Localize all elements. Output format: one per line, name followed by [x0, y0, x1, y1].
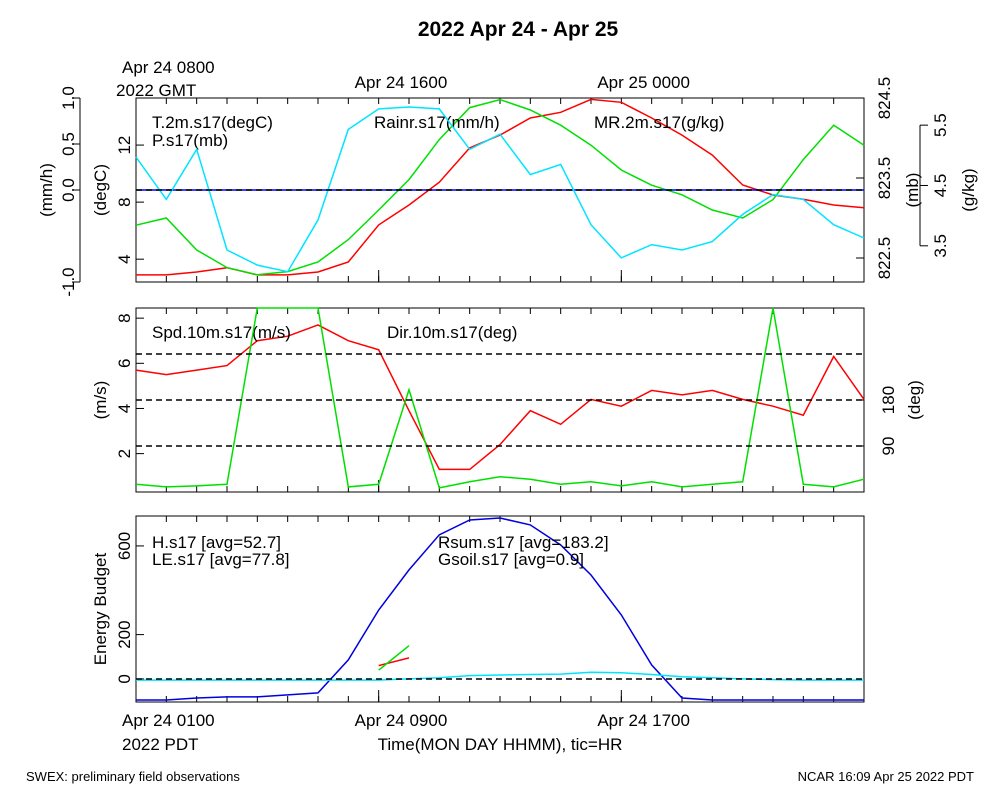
legend-entry: Rsum.s17 [avg=183.2] — [438, 533, 609, 552]
legend-entry: Dir.10m.s17(deg) — [387, 323, 517, 342]
y-tick-label: 200 — [115, 620, 134, 648]
y-tick-label: 8 — [115, 313, 134, 322]
y-tick-label: 180 — [879, 386, 898, 414]
y-tick-label: 600 — [115, 532, 134, 560]
x-tick-label: Apr 24 0100 — [122, 711, 215, 730]
series-line — [136, 671, 864, 681]
series-line — [378, 645, 410, 671]
chart-title: 2022 Apr 24 - Apr 25 — [418, 18, 619, 41]
y-axis-label: (mb) — [903, 173, 922, 208]
y-tick-label: -1.0 — [59, 267, 78, 296]
y-tick-label: 6 — [115, 359, 134, 368]
x-tick-label: Apr 24 1700 — [597, 711, 690, 730]
legend-entry: LE.s17 [avg=77.8] — [152, 550, 290, 569]
legend-entry: T.2m.s17(degC) — [152, 113, 273, 132]
y-axis-label: Energy Budget — [91, 552, 110, 665]
top-x-tick-label: Apr 25 0000 — [597, 73, 690, 92]
series-line — [136, 517, 864, 701]
panel: -1.0 0.0 0.5 1.0 (mm/h) 4 8 12 (degC) 822.5 823.5 8… — [37, 77, 978, 297]
y-tick-label: 1.0 — [59, 86, 78, 110]
top-x-sublabel-line1: Apr 24 0800 — [122, 58, 215, 77]
y-tick-label: 4.5 — [931, 174, 950, 198]
y-tick-label: 5.5 — [931, 113, 950, 137]
y-tick-label: 823.5 — [875, 157, 894, 200]
legend-entry: P.s17(mb) — [152, 131, 228, 150]
top-x-tick-label: Apr 24 1600 — [355, 73, 448, 92]
top-x-sublabel: 2022 GMT — [116, 81, 196, 100]
x-tick-label: Apr 24 0900 — [355, 711, 448, 730]
y-tick-label: 0 — [115, 674, 134, 683]
bottom-x-sublabel: 2022 PDT — [122, 735, 199, 754]
series-line — [135, 307, 865, 489]
y-axis-label: (degC) — [91, 164, 110, 216]
y-tick-label: 90 — [879, 437, 898, 456]
y-tick-label: 4 — [115, 404, 134, 413]
y-tick-label: 2 — [115, 449, 134, 458]
y-axis-label: (deg) — [905, 380, 924, 420]
series-line — [378, 657, 410, 667]
y-tick-label: 12 — [115, 136, 134, 155]
footer-left: SWEX: preliminary field observations — [26, 769, 240, 784]
legend-entry: MR.2m.s17(g/kg) — [594, 113, 724, 132]
y-axis-label: (g/kg) — [959, 168, 978, 211]
y-tick-label: 3.5 — [931, 234, 950, 258]
footer-right: NCAR 16:09 Apr 25 2022 PDT — [798, 769, 974, 784]
legend-entry: Gsoil.s17 [avg=0.9] — [438, 550, 584, 569]
legend-entry: H.s17 [avg=52.7] — [152, 533, 281, 552]
legend-entry: Rainr.s17(mm/h) — [374, 113, 500, 132]
series-line — [135, 324, 865, 471]
y-tick-label: 8 — [115, 197, 134, 206]
series-line — [135, 98, 865, 276]
y-axis-label: (mm/h) — [37, 163, 56, 217]
y-tick-label: 0.5 — [59, 132, 78, 156]
series-line — [135, 106, 865, 273]
y-tick-label: 4 — [115, 254, 134, 263]
y-tick-label: 822.5 — [875, 237, 894, 280]
legend-entry: Spd.10m.s17(m/s) — [152, 323, 291, 342]
y-tick-label: 0.0 — [59, 178, 78, 202]
panel: 0 200 600 Energy Budget H.s17 [avg=52.7]LE.s… — [91, 515, 865, 703]
y-tick-label: 824.5 — [875, 77, 894, 120]
y-axis-label: (m/s) — [91, 381, 110, 420]
x-axis-label: Time(MON DAY HHMM), tic=HR — [378, 735, 623, 754]
panel: 2 4 6 8 (m/s) 90 180 (deg) Spd.10m.s17(m/s) Dir.1… — [91, 307, 924, 493]
